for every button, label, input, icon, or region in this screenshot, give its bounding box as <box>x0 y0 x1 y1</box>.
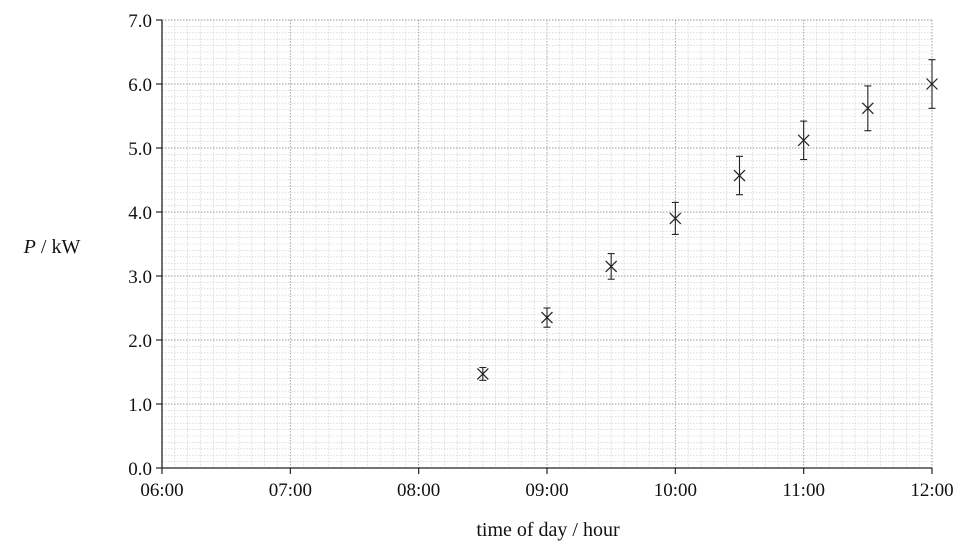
data-point <box>669 201 682 235</box>
y-axis-label: P / kW <box>23 236 81 258</box>
x-tick-label: 09:00 <box>525 480 568 501</box>
data-point <box>797 120 810 161</box>
x-marker-stroke <box>669 212 682 225</box>
x-axis-ticks: 06:00 07:00 08:00 09:00 10:00 11:00 12:00 <box>140 468 954 501</box>
x-marker-stroke <box>861 102 874 115</box>
x-marker-stroke <box>926 78 938 90</box>
x-tick-label: 06:00 <box>140 480 183 501</box>
y-tick-label: 6.0 <box>128 75 152 96</box>
y-tick-label: 7.0 <box>128 11 152 32</box>
data-points <box>476 59 938 381</box>
y-tick-label: 0.0 <box>128 459 152 480</box>
x-marker-stroke <box>605 260 618 273</box>
x-marker-stroke <box>541 311 553 324</box>
data-point <box>861 85 874 132</box>
y-tick-label: 4.0 <box>128 203 152 224</box>
y-axis-label-variable: P <box>23 236 36 258</box>
x-marker-stroke <box>476 367 489 380</box>
x-tick-label: 10:00 <box>654 480 697 501</box>
x-marker-stroke <box>797 134 810 147</box>
data-point <box>926 59 938 109</box>
y-tick-label: 2.0 <box>128 331 152 352</box>
y-axis-label-unit: / kW <box>36 236 81 258</box>
data-point <box>541 307 553 328</box>
x-axis-label: time of day / hour <box>476 519 620 541</box>
data-point <box>733 155 746 196</box>
y-axis-ticks: 0.0 1.0 2.0 3.0 4.0 5.0 6.0 7.0 <box>128 11 162 480</box>
grid <box>161 19 933 469</box>
x-tick-label: 12:00 <box>910 480 953 501</box>
x-tick-label: 08:00 <box>397 480 440 501</box>
data-point <box>476 366 489 381</box>
x-tick-label: 07:00 <box>269 480 312 501</box>
y-tick-label: 5.0 <box>128 139 152 160</box>
y-tick-label: 3.0 <box>128 267 152 288</box>
x-marker-stroke <box>733 169 746 182</box>
data-point <box>605 253 618 280</box>
x-tick-label: 11:00 <box>782 480 825 501</box>
y-tick-label: 1.0 <box>128 395 152 416</box>
